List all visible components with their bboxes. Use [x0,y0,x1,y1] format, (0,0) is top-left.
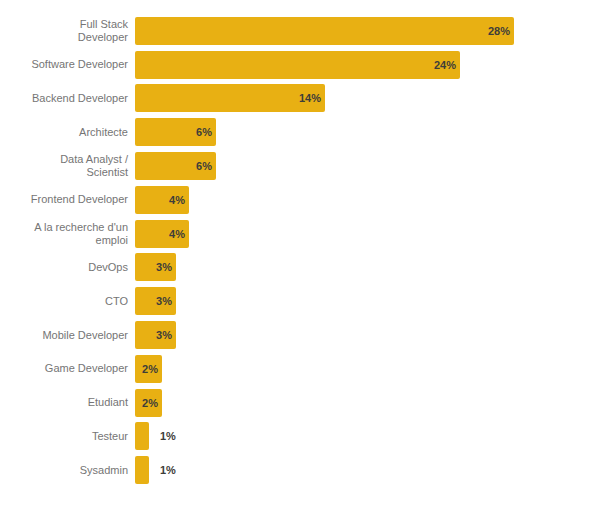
bar-area: 1% [135,422,612,450]
bar [135,422,149,450]
category-label: Data Analyst / Scientist [0,153,128,179]
chart-row: Software Developer 24% [0,48,612,82]
value-label: 6% [196,160,212,172]
category-label: Mobile Developer [0,329,128,342]
category-label: Etudiant [0,396,128,409]
chart-row: Backend Developer 14% [0,82,612,116]
bar-area: 6% [135,118,612,146]
category-label: Game Developer [0,362,128,375]
value-label: 24% [434,59,456,71]
value-label: 3% [156,261,172,273]
chart-row: Mobile Developer 3% [0,318,612,352]
category-label: Sysadmin [0,464,128,477]
bar-area: 24% [135,51,612,79]
chart-row: Architecte 6% [0,115,612,149]
value-label: 2% [142,397,158,409]
bar: 4% [135,220,189,248]
value-label: 14% [299,92,321,104]
category-label: Testeur [0,430,128,443]
bar: 24% [135,51,460,79]
bar-area: 28% [135,17,612,45]
category-label: Frontend Developer [0,193,128,206]
category-label: DevOps [0,261,128,274]
chart-row: Testeur 1% [0,420,612,454]
chart-row: Game Developer 2% [0,352,612,386]
value-label: 4% [169,194,185,206]
bar: 6% [135,152,216,180]
chart-row: Sysadmin 1% [0,453,612,487]
bar [135,456,149,484]
chart-row: Etudiant 2% [0,386,612,420]
bar: 2% [135,355,162,383]
value-label: 1% [160,430,176,442]
bar-area: 2% [135,355,612,383]
bar: 3% [135,253,176,281]
value-label: 1% [160,464,176,476]
category-label: Architecte [0,126,128,139]
category-label: A la recherche d'un emploi [0,221,128,247]
category-label: CTO [0,295,128,308]
chart-row: Data Analyst / Scientist 6% [0,149,612,183]
bar-area: 1% [135,456,612,484]
value-label: 2% [142,363,158,375]
chart-row: DevOps 3% [0,251,612,285]
chart-row: A la recherche d'un emploi 4% [0,217,612,251]
category-label: Backend Developer [0,92,128,105]
bar-area: 4% [135,220,612,248]
bar-area: 14% [135,84,612,112]
bar: 2% [135,389,162,417]
chart-row: Frontend Developer 4% [0,183,612,217]
bar: 14% [135,84,325,112]
value-label: 6% [196,126,212,138]
bar: 28% [135,17,514,45]
bar-area: 2% [135,389,612,417]
bar-chart: Full Stack Developer 28% Software Develope… [0,0,612,505]
chart-row: CTO 3% [0,284,612,318]
bar: 3% [135,287,176,315]
bar: 4% [135,186,189,214]
bar-area: 4% [135,186,612,214]
bar: 6% [135,118,216,146]
bar-area: 3% [135,321,612,349]
value-label: 3% [156,295,172,307]
category-label: Full Stack Developer [0,18,128,44]
value-label: 4% [169,228,185,240]
category-label: Software Developer [0,58,128,71]
bar-area: 6% [135,152,612,180]
bar-area: 3% [135,287,612,315]
chart-row: Full Stack Developer 28% [0,14,612,48]
value-label: 3% [156,329,172,341]
value-label: 28% [488,25,510,37]
bar: 3% [135,321,176,349]
bar-area: 3% [135,253,612,281]
